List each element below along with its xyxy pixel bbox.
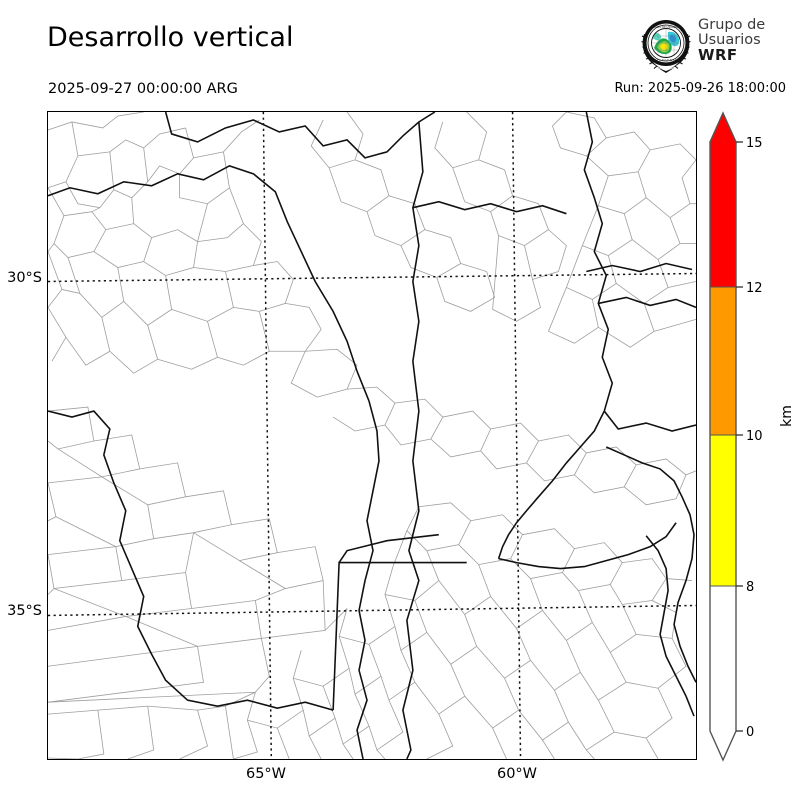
brand-line-3: WRF (698, 46, 738, 65)
graticule-lat-35s (48, 604, 696, 617)
graticule (48, 112, 696, 759)
brand-logo-text: Grupo de Usuarios WRF (698, 17, 790, 65)
lon-label-65w: 65°W (245, 766, 287, 782)
map-panel[interactable] (47, 111, 697, 760)
run-time-label: Run: 2025-09-26 18:00:00 (614, 81, 786, 96)
colorbar-canvas (709, 111, 743, 762)
map-canvas (48, 112, 696, 759)
department-boundaries (48, 112, 696, 759)
brand-logo: GRUPO DE USUARIOS W R F A R G E N T I N … (638, 17, 788, 75)
colorbar[interactable]: 15 12 10 8 0 (702, 105, 798, 770)
svg-text:W R F A R G E N T I N A: W R F A R G E N T I N A (651, 58, 681, 62)
brand-line-1: Grupo de (698, 17, 766, 33)
colorbar-tick-10: 10 (746, 429, 763, 444)
page-title: Desarrollo vertical (47, 22, 294, 53)
wrf-globe-seal-icon: GRUPO DE USUARIOS W R F A R G E N T I N … (641, 20, 691, 73)
svg-text:GRUPO DE USUARIOS: GRUPO DE USUARIOS (652, 25, 680, 29)
graticule-lon-65w (262, 112, 273, 759)
graticule-lat-30s (48, 272, 696, 283)
colorbar-tick-15: 15 (746, 136, 763, 151)
colorbar-tick-8: 8 (746, 580, 755, 595)
colorbar-tick-12: 12 (746, 281, 763, 296)
brand-line-2: Usuarios (698, 32, 761, 49)
lat-label-35s: 35°S (7, 603, 42, 619)
lat-label-30s: 30°S (7, 270, 42, 286)
colorbar-units-label: km (779, 405, 795, 427)
lon-label-60w: 60°W (496, 766, 538, 782)
colorbar-tick-0: 0 (746, 725, 755, 740)
province-boundaries (48, 112, 696, 759)
graticule-lon-60w (511, 112, 522, 759)
valid-time-label: 2025-09-27 00:00:00 ARG (48, 81, 238, 97)
